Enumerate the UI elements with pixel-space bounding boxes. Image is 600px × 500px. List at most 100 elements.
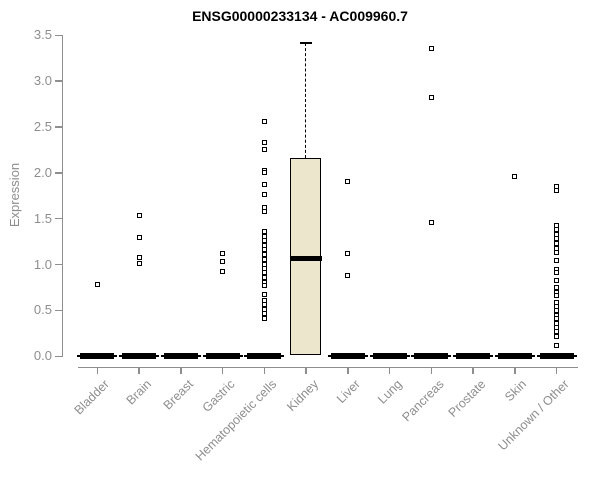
outlier-point — [261, 182, 267, 188]
x-axis-tick — [472, 367, 474, 374]
y-axis-tick-label: 1.5 — [33, 210, 52, 226]
outlier-point — [261, 270, 267, 276]
outlier-point — [512, 174, 518, 180]
collapsed-box — [414, 353, 449, 360]
outlier-point — [554, 333, 560, 339]
outlier-point — [261, 192, 267, 198]
outlier-point — [554, 316, 560, 322]
outlier-point — [554, 236, 560, 242]
x-axis-tick-label: Hematopoietic cells — [192, 377, 280, 464]
x-axis-tick-label: Lung — [374, 377, 405, 407]
outlier-point — [554, 342, 560, 348]
outlier-point — [554, 187, 560, 193]
outlier-point — [345, 273, 351, 279]
collapsed-box — [330, 353, 365, 360]
outlier-point — [261, 302, 267, 308]
outlier-point — [554, 307, 560, 313]
outlier-point — [428, 219, 434, 225]
x-axis-tick — [221, 367, 224, 374]
y-axis-tick — [55, 34, 62, 37]
x-axis-tick — [514, 367, 516, 374]
outlier-point — [554, 277, 560, 283]
x-axis-tick — [430, 367, 433, 374]
outlier-point — [554, 240, 560, 246]
outlier-point — [554, 320, 560, 326]
outlier-point — [136, 254, 142, 260]
x-axis-tick — [138, 367, 140, 374]
whisker-line — [305, 42, 307, 159]
y-axis-tick-label: 0.0 — [33, 348, 52, 364]
outlier-point — [554, 245, 560, 251]
outlier-point — [261, 208, 267, 214]
outlier-point — [554, 299, 560, 305]
x-axis-tick-label: Skin — [502, 377, 530, 405]
outlier-point — [94, 282, 100, 288]
y-axis-tick-label: 2.0 — [33, 164, 52, 180]
y-axis-tick-label: 3.0 — [33, 73, 52, 89]
outlier-point — [261, 170, 267, 176]
outlier-point — [554, 250, 560, 256]
x-axis-line — [78, 366, 578, 368]
y-axis-tick-label: 1.0 — [33, 256, 52, 272]
outlier-point — [220, 251, 226, 257]
outlier-point — [554, 285, 560, 291]
collapsed-box — [122, 353, 157, 360]
whisker-cap — [300, 41, 313, 44]
y-axis-line — [61, 35, 63, 357]
outlier-point — [261, 140, 267, 146]
y-axis-tick — [55, 80, 62, 82]
x-axis-tick-label: Pancreas — [398, 377, 447, 425]
outlier-point — [261, 229, 267, 235]
y-axis-tick — [55, 172, 62, 174]
x-axis-tick-label: Liver — [333, 377, 363, 407]
x-axis-tick — [305, 367, 307, 374]
collapsed-box — [247, 353, 282, 360]
x-axis-tick-label: Kidney — [284, 377, 321, 414]
collapsed-box — [80, 353, 115, 360]
outlier-point — [261, 119, 267, 125]
collapsed-box — [372, 353, 407, 360]
outlier-point — [261, 297, 267, 303]
y-axis-tick-label: 3.5 — [33, 27, 52, 43]
outlier-point — [428, 45, 434, 51]
x-axis-tick-label: Brain — [123, 377, 154, 408]
x-axis-tick — [263, 367, 266, 374]
x-axis-tick-label: Gastric — [199, 377, 238, 415]
median-line — [290, 255, 323, 261]
y-axis-tick — [55, 263, 62, 266]
outlier-point — [261, 292, 267, 298]
outlier-point — [428, 95, 434, 101]
y-axis-tick — [55, 309, 62, 312]
collapsed-box — [539, 353, 574, 360]
outlier-point — [554, 227, 560, 233]
outlier-point — [136, 234, 142, 240]
outlier-point — [220, 268, 226, 274]
x-axis-tick-label: Prostate — [445, 377, 488, 420]
outlier-point — [345, 251, 351, 257]
y-axis-tick — [55, 355, 62, 358]
outlier-point — [261, 274, 267, 280]
collapsed-box — [456, 353, 491, 360]
outlier-point — [554, 270, 560, 276]
outlier-point — [261, 233, 267, 239]
outlier-point — [554, 329, 560, 335]
outlier-point — [261, 242, 267, 248]
x-axis-tick-label: Breast — [160, 377, 196, 413]
outlier-point — [136, 213, 142, 219]
outlier-point — [261, 147, 267, 153]
outlier-point — [554, 231, 560, 237]
y-axis-label: Expression — [7, 162, 22, 228]
y-axis-tick-label: 2.5 — [33, 119, 52, 135]
outlier-point — [136, 261, 142, 267]
outlier-point — [261, 252, 267, 257]
outlier-point — [261, 256, 267, 262]
outlier-point — [554, 293, 560, 299]
outlier-point — [345, 178, 351, 184]
x-axis-tick — [96, 367, 99, 374]
outlier-point — [220, 259, 226, 265]
outlier-point — [261, 247, 267, 253]
chart-title: ENSG00000233134 - AC009960.7 — [192, 8, 408, 24]
x-axis-tick — [555, 367, 558, 374]
y-axis-tick — [55, 217, 62, 220]
